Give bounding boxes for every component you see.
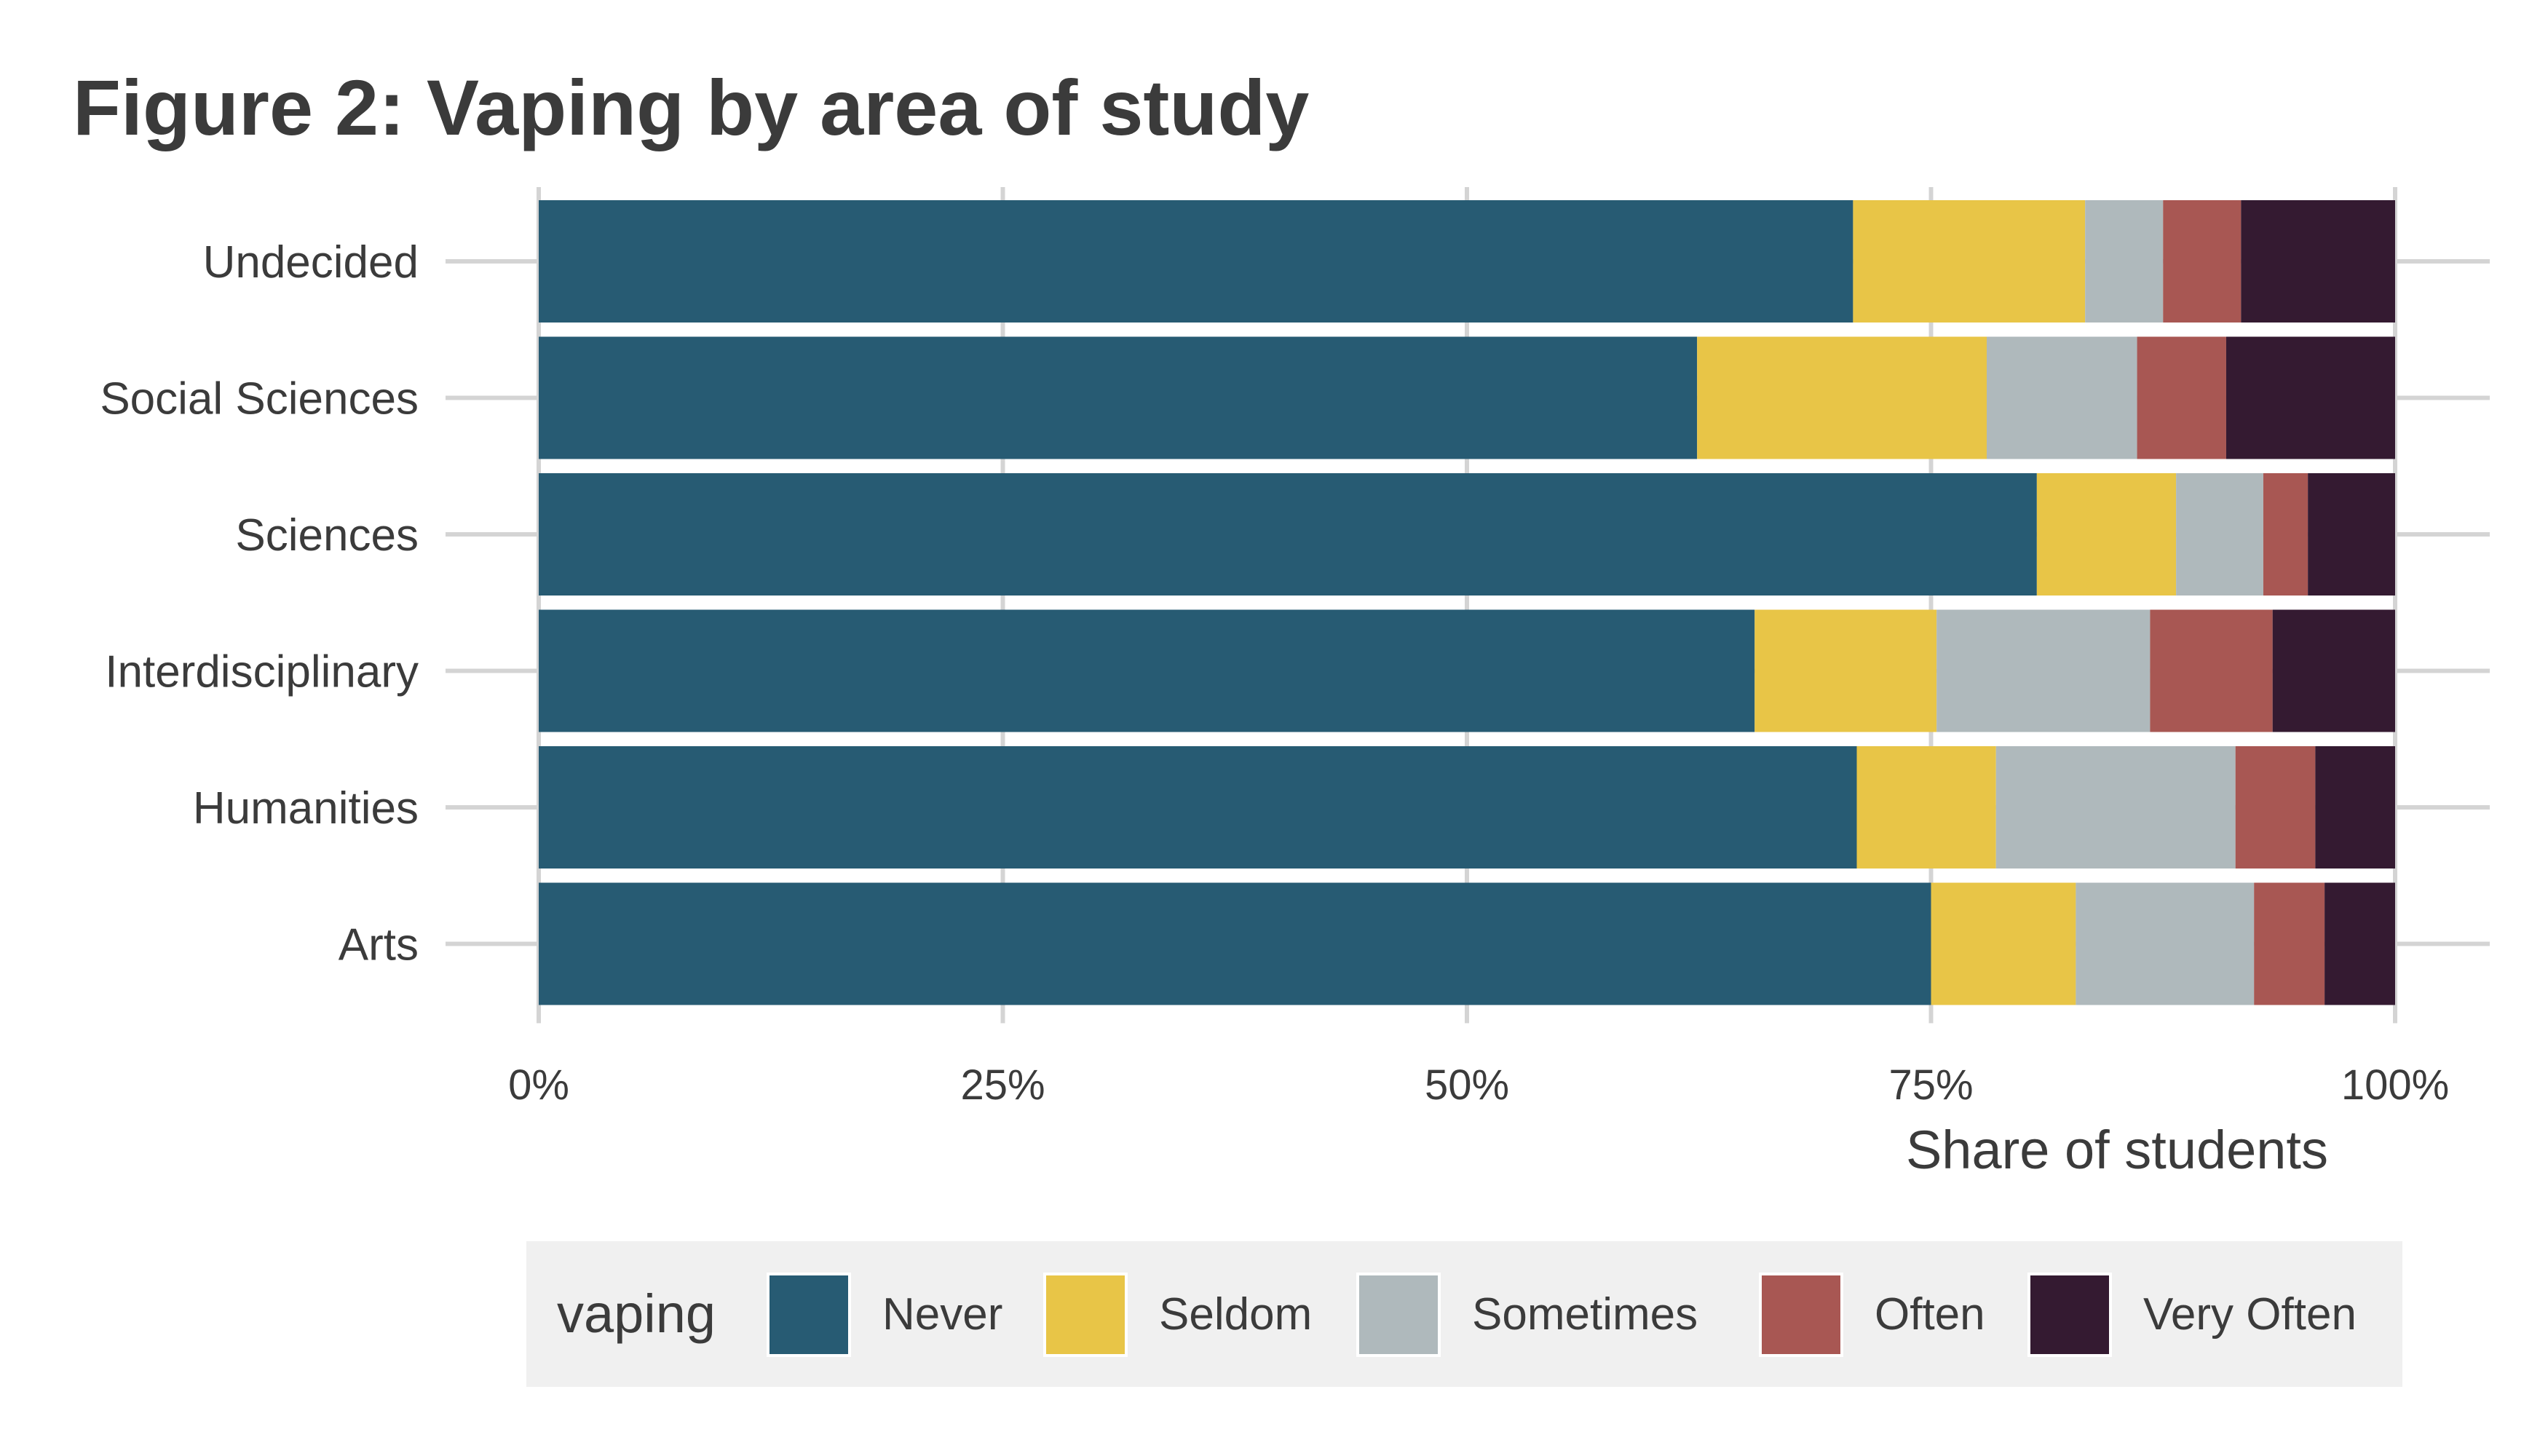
bar-seldom [1853, 200, 2086, 323]
x-axis-title: Share of students [1906, 1120, 2328, 1180]
bar-sometimes [2085, 200, 2164, 323]
legend-key-never [767, 1273, 851, 1357]
bar-seldom [1931, 882, 2076, 1005]
bar-often [2263, 473, 2308, 596]
legend-key-seldom [1043, 1273, 1128, 1357]
x-tick-label: 0% [508, 1061, 569, 1109]
y-tick-label: Social Sciences [100, 374, 419, 424]
bar-very-often [2225, 336, 2395, 459]
y-tick-label: Humanities [193, 783, 419, 834]
y-tick-label: Sciences [235, 510, 419, 561]
bar-often [2163, 200, 2242, 323]
bar-very-often [2308, 473, 2395, 596]
bar-often [2137, 336, 2226, 459]
bar-seldom [2036, 473, 2177, 596]
bar-never [539, 746, 1857, 869]
legend-title: vaping [557, 1283, 716, 1344]
legend-key-often [1759, 1273, 1843, 1357]
bar-often [2235, 746, 2316, 869]
bar-seldom [1856, 746, 1996, 869]
bar-sometimes [1936, 609, 2151, 732]
y-tick-label: Undecided [203, 237, 419, 288]
bar-very-often [2325, 882, 2395, 1005]
x-axis-labels: 0% 25% 50% 75% 100% [508, 1061, 2449, 1109]
bar-never [539, 473, 2037, 596]
legend: vaping Never Seldom Sometimes Often Very Oft… [526, 1241, 2402, 1387]
bar-sometimes [1987, 336, 2137, 459]
bar-sometimes [2076, 882, 2255, 1005]
x-tick-label: 50% [1425, 1061, 1509, 1109]
legend-label: Often [1875, 1289, 1985, 1340]
x-tick-label: 25% [960, 1061, 1045, 1109]
bar-often [2150, 609, 2273, 732]
bar-very-often [2315, 746, 2395, 869]
legend-label: Very Often [2143, 1289, 2357, 1340]
bar-seldom [1697, 336, 1987, 459]
legend-label: Never [882, 1289, 1002, 1340]
legend-key-sometimes [1356, 1273, 1441, 1357]
legend-label: Sometimes [1472, 1289, 1698, 1340]
bar-sometimes [2176, 473, 2263, 596]
bars [539, 200, 2395, 1005]
chart-title: Figure 2: Vaping by area of study [73, 63, 1309, 151]
y-axis-labels: Undecided Social Sciences Sciences Interdis… [100, 237, 419, 970]
y-tick-label: Interdisciplinary [105, 647, 419, 697]
y-tick-label: Arts [339, 920, 419, 970]
bar-sometimes [1995, 746, 2236, 869]
legend-key-very-often [2027, 1273, 2112, 1357]
bar-seldom [1754, 609, 1937, 732]
bar-never [539, 609, 1755, 732]
bar-often [2254, 882, 2325, 1005]
bar-never [539, 200, 1853, 323]
bar-never [539, 882, 1931, 1005]
bar-very-often [2241, 200, 2395, 323]
bar-very-often [2272, 609, 2395, 732]
legend-label: Seldom [1159, 1289, 1312, 1340]
x-tick-label: 75% [1888, 1061, 1973, 1109]
x-tick-label: 100% [2341, 1061, 2449, 1109]
bar-never [539, 336, 1698, 459]
